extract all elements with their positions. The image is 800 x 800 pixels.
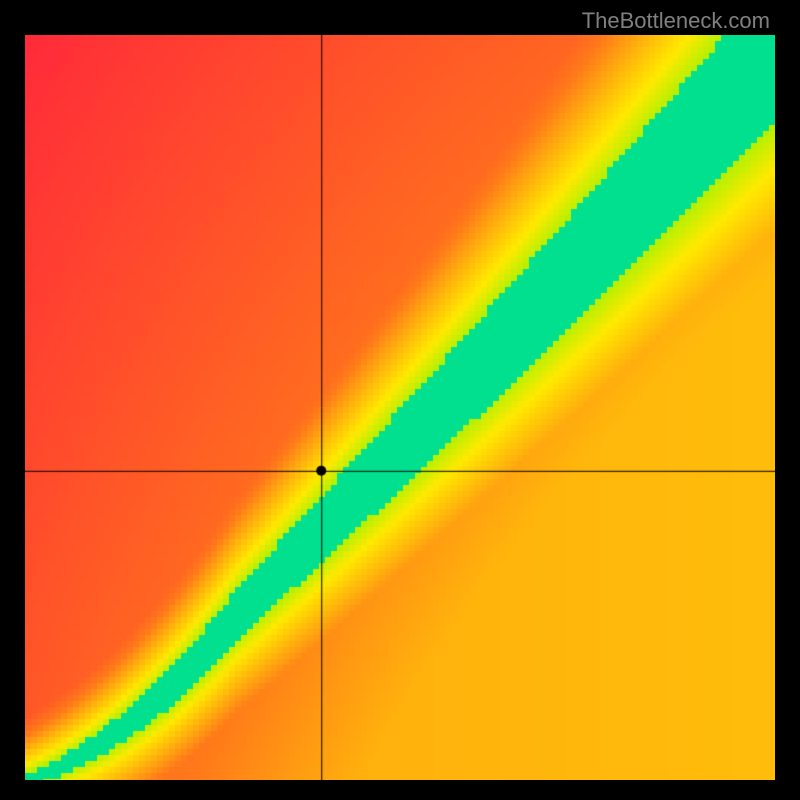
chart-container: TheBottleneck.com	[0, 0, 800, 800]
heatmap-canvas	[25, 35, 775, 780]
watermark-text: TheBottleneck.com	[582, 8, 770, 34]
heatmap-plot	[25, 35, 775, 780]
